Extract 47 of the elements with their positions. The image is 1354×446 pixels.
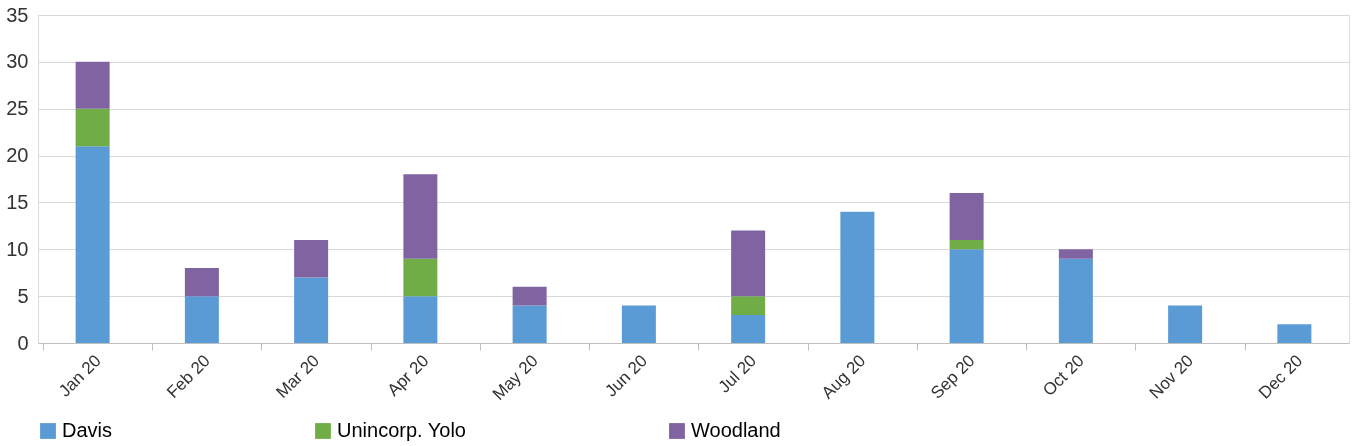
y-tick-label: 25 <box>6 97 29 120</box>
bar <box>512 305 547 343</box>
legend-label: Woodland <box>691 419 781 441</box>
x-tick-label: Feb 20 <box>163 351 214 402</box>
bar <box>1058 249 1093 259</box>
bar <box>731 314 766 343</box>
bar <box>949 239 984 250</box>
x-tick-label: Oct 20 <box>1039 351 1088 400</box>
bar <box>403 174 438 259</box>
bar <box>840 211 875 343</box>
bar <box>731 296 766 315</box>
bar <box>1277 324 1312 343</box>
x-tick-label: May 20 <box>488 351 542 404</box>
bar <box>1168 305 1203 343</box>
bar <box>294 277 329 343</box>
bar <box>731 230 766 297</box>
y-tick-label: 0 <box>17 331 29 354</box>
bar <box>184 268 219 297</box>
x-tick-label: Apr 20 <box>383 351 433 400</box>
x-tick-label: Dec 20 <box>1254 351 1307 403</box>
y-tick-label: 10 <box>6 237 29 260</box>
bar <box>75 61 110 109</box>
x-tick-label: Jul 20 <box>714 351 761 397</box>
bar <box>75 108 110 147</box>
y-tick-label: 30 <box>6 50 29 73</box>
y-tick-label: 5 <box>17 284 29 307</box>
bar <box>1058 258 1093 343</box>
x-tick-label: Nov 20 <box>1145 351 1198 403</box>
bar <box>403 258 438 297</box>
bar <box>621 305 656 343</box>
bar <box>75 146 110 343</box>
legend-label: Unincorp. Yolo <box>337 419 466 441</box>
bar <box>512 286 547 306</box>
x-tick-label: Jan 20 <box>55 351 105 401</box>
legend-label: Davis <box>62 419 113 441</box>
y-tick-label: 20 <box>6 144 29 167</box>
bar <box>294 239 329 278</box>
bar <box>184 296 219 343</box>
y-tick-label: 15 <box>6 190 29 213</box>
bar <box>403 296 438 343</box>
bar <box>949 193 984 240</box>
x-tick-label: Jun 20 <box>601 351 651 401</box>
y-tick-label: 35 <box>6 3 29 26</box>
x-tick-label: Aug 20 <box>817 351 870 403</box>
bar <box>949 249 984 343</box>
x-tick-label: Mar 20 <box>272 351 324 402</box>
x-tick-label: Sep 20 <box>927 351 979 403</box>
